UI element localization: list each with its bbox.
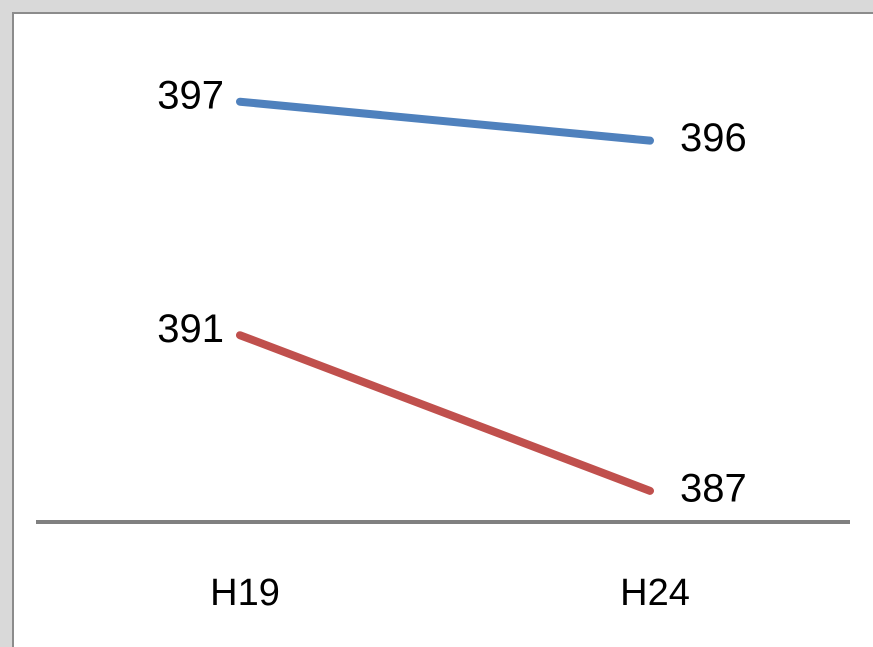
data-label-series-1-h19: 397 xyxy=(157,73,224,117)
series-line-1 xyxy=(236,97,654,145)
data-label-series-1-h24: 396 xyxy=(680,116,747,160)
x-tick-label-h19: H19 xyxy=(210,572,280,614)
data-label-series-2-h24: 387 xyxy=(680,466,747,510)
series-line-2 xyxy=(236,331,654,495)
x-tick-labels: H19 H24 xyxy=(210,572,690,614)
x-tick-label-h24: H24 xyxy=(620,572,690,614)
data-labels: 397 396 391 387 xyxy=(157,73,747,510)
series-layer xyxy=(236,97,654,495)
data-label-series-2-h19: 391 xyxy=(157,307,224,351)
